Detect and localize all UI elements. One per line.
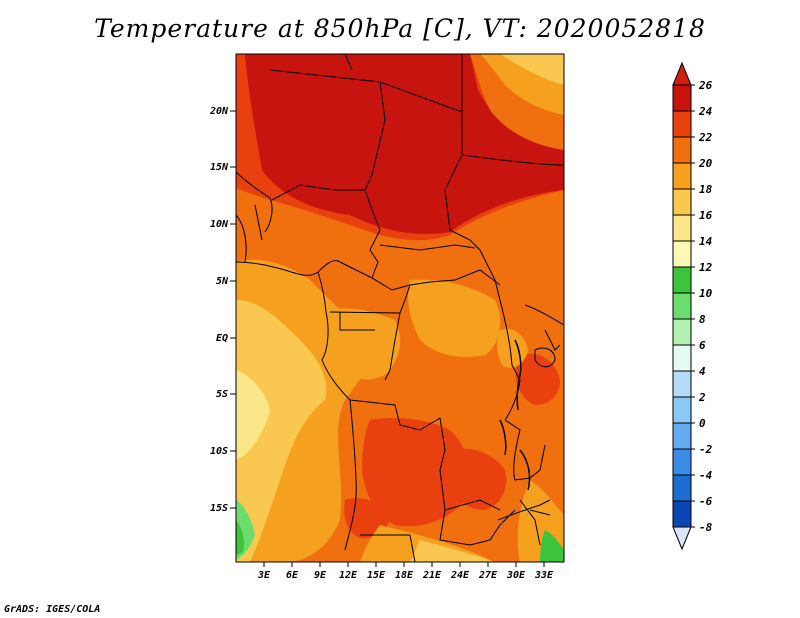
- colorbar-label: 26: [698, 79, 713, 92]
- lat-label: 20N: [209, 106, 229, 117]
- longitude-axis: 3E 6E 9E 12E 15E 18E 21E 24E 27E 30E 33E: [257, 562, 554, 581]
- colorbar-swatch: [672, 318, 692, 346]
- colorbar-label: 0: [699, 417, 706, 430]
- colorbar-swatch: [672, 84, 692, 112]
- colorbar-label: 4: [699, 365, 706, 378]
- colorbar-label: -2: [699, 443, 713, 456]
- colorbar-swatch: [672, 136, 692, 164]
- lon-label: 21E: [422, 570, 442, 581]
- colorbar-swatch: [672, 214, 692, 242]
- colorbar-swatch: [672, 500, 692, 528]
- lat-label: EQ: [216, 333, 228, 344]
- colorbar-label: 22: [698, 131, 713, 144]
- colorbar-label: -6: [699, 495, 713, 508]
- lon-label: 30E: [506, 570, 526, 581]
- lon-label: 27E: [478, 570, 498, 581]
- map-title: Temperature at 850hPa [C], VT: 202005281…: [94, 14, 706, 43]
- temperature-field: [236, 54, 564, 562]
- lon-label: 3E: [257, 570, 271, 581]
- lon-label: 24E: [450, 570, 470, 581]
- lat-label: 15N: [210, 162, 229, 173]
- colorbar-swatch: [672, 370, 692, 398]
- colorbar-label: 20: [698, 157, 713, 170]
- colorbar-swatch: [672, 110, 692, 138]
- colorbar-swatch: [672, 188, 692, 216]
- colorbar-bottom-arrow: [672, 526, 692, 551]
- lat-label: 5N: [216, 276, 229, 287]
- colorbar-swatch: [672, 396, 692, 424]
- country-borders: [236, 54, 564, 562]
- latitude-axis: 20N 15N 10N 5N EQ 5S 10S 15S: [209, 106, 236, 514]
- lon-label: 12E: [339, 570, 358, 581]
- colorbar-swatch: [672, 240, 692, 268]
- grads-credit: GrADS: IGES/COLA: [4, 604, 101, 615]
- colorbar-swatch: [672, 344, 692, 372]
- colorbar-swatch: [672, 448, 692, 476]
- lon-label: 6E: [286, 570, 299, 581]
- colorbar-swatch: [672, 162, 692, 190]
- colorbar-swatch: [672, 474, 692, 502]
- colorbar-top-arrow: [672, 61, 692, 86]
- colorbar-label: 24: [698, 105, 713, 118]
- colorbar-label: 10: [699, 287, 713, 300]
- lat-label: 5S: [216, 389, 228, 400]
- colorbar-label: 16: [699, 209, 713, 222]
- colorbar-label: 18: [699, 183, 713, 196]
- colorbar-swatch: [672, 292, 692, 320]
- colorbar-label: 12: [699, 261, 713, 274]
- colorbar-label: 14: [699, 235, 713, 248]
- colorbar-swatch: [672, 266, 692, 294]
- lon-label: 15E: [367, 570, 386, 581]
- lat-label: 10N: [210, 219, 229, 230]
- lat-label: 10S: [210, 446, 228, 457]
- lon-label: 18E: [395, 570, 414, 581]
- colorbar-label: -8: [699, 521, 713, 534]
- colorbar-label: 2: [698, 391, 706, 404]
- map-frame: [235, 53, 565, 563]
- lon-label: 9E: [314, 570, 327, 581]
- colorbar-swatch: [672, 422, 692, 450]
- colorbar-label: -4: [699, 469, 713, 482]
- colorbar-label: 6: [699, 339, 706, 352]
- lon-label: 33E: [534, 570, 554, 581]
- lat-label: 15S: [210, 503, 228, 514]
- colorbar-label: 8: [699, 313, 706, 326]
